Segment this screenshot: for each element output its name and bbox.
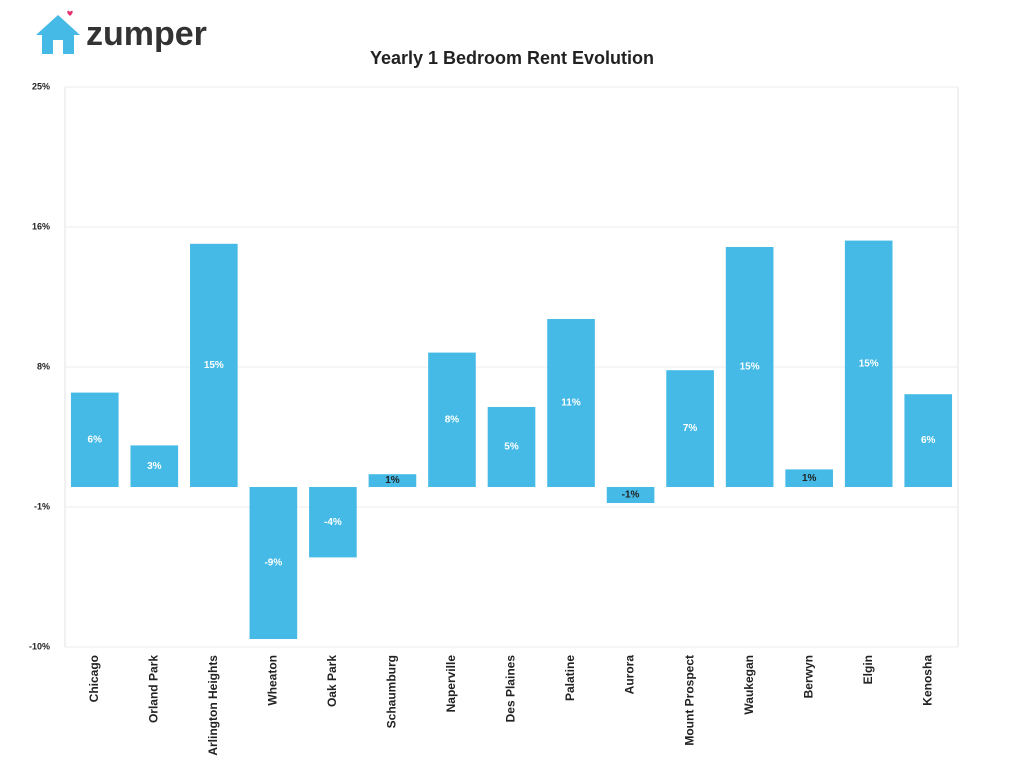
value-label: -4% xyxy=(324,517,342,528)
chart-title: Yearly 1 Bedroom Rent Evolution xyxy=(370,48,654,68)
x-tick-label: Orland Park xyxy=(146,655,160,723)
bar xyxy=(785,469,833,487)
x-tick-label: Palatine xyxy=(563,655,577,701)
y-tick-label: 16% xyxy=(32,221,50,231)
x-tick-label: Des Plaines xyxy=(504,655,518,723)
x-tick-label: Chicago xyxy=(87,655,101,702)
value-label: 11% xyxy=(561,398,581,409)
x-tick-label: Kenosha xyxy=(920,655,934,706)
value-label: 5% xyxy=(504,442,519,453)
y-tick-label: -10% xyxy=(29,641,50,651)
value-label: -9% xyxy=(264,558,282,569)
value-label: 15% xyxy=(740,362,760,373)
bar xyxy=(309,487,357,558)
value-label: 6% xyxy=(88,434,103,445)
x-tick-label: Schaumburg xyxy=(385,655,399,728)
bar xyxy=(666,370,714,487)
logo-text: zumper xyxy=(86,15,207,53)
bar xyxy=(606,487,655,503)
bar xyxy=(70,392,119,487)
bar xyxy=(844,240,893,487)
value-label: 8% xyxy=(445,414,460,425)
value-label: 6% xyxy=(921,435,936,446)
bar xyxy=(547,319,595,487)
x-tick-label: Berwyn xyxy=(801,655,815,698)
bar xyxy=(904,394,953,487)
x-tick-label: Oak Park xyxy=(325,655,339,707)
bar xyxy=(368,474,417,487)
x-tick-label: Naperville xyxy=(444,655,458,713)
bar xyxy=(190,243,238,487)
y-tick-label: 8% xyxy=(37,361,50,371)
value-label: 3% xyxy=(147,461,162,472)
value-label: 15% xyxy=(204,360,224,371)
logo-icon xyxy=(36,10,80,54)
bar xyxy=(130,445,179,487)
x-tick-label: Aurora xyxy=(623,655,637,695)
y-tick-label: 25% xyxy=(32,81,50,91)
x-tick-label: Arlington Heights xyxy=(206,655,220,756)
y-tick-label: -1% xyxy=(34,501,50,511)
bar xyxy=(428,352,476,487)
bar xyxy=(487,407,536,487)
x-tick-label: Elgin xyxy=(861,655,875,684)
value-label: 1% xyxy=(385,475,400,486)
x-tick-label: Mount Prospect xyxy=(682,655,696,746)
value-label: 7% xyxy=(683,423,698,434)
value-label: 1% xyxy=(802,473,817,484)
value-label: -1% xyxy=(622,490,640,501)
value-label: 15% xyxy=(859,358,879,369)
x-tick-label: Waukegan xyxy=(742,655,756,715)
bar xyxy=(725,247,774,487)
bar xyxy=(249,487,298,639)
x-tick-label: Wheaton xyxy=(266,655,280,706)
